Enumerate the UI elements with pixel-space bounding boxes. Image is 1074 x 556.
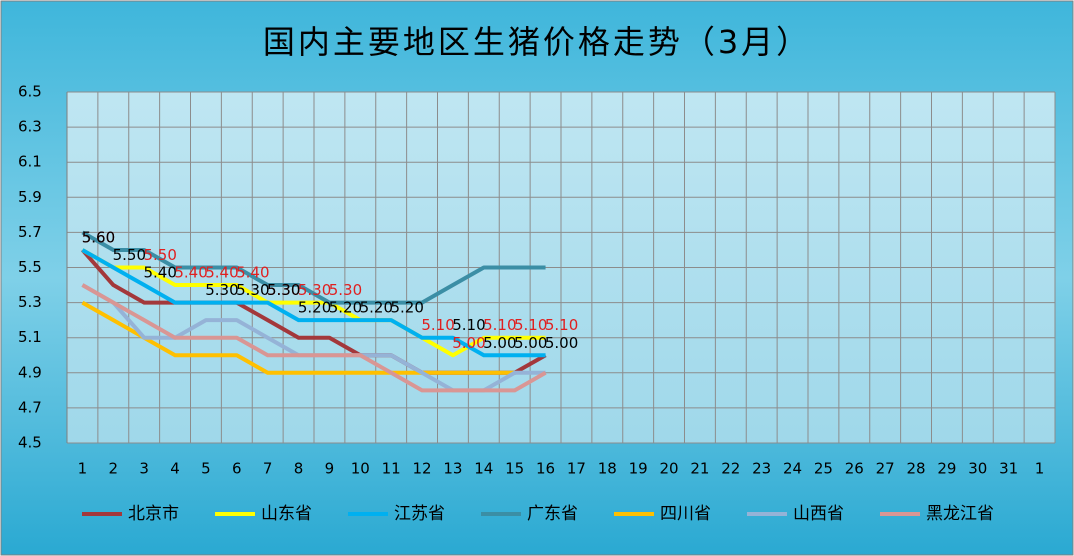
x-tick-label: 8 bbox=[294, 460, 304, 478]
legend-label: 黑龙江省 bbox=[926, 504, 994, 524]
x-tick-label: 28 bbox=[907, 460, 926, 478]
x-tick-label: 31 bbox=[999, 460, 1018, 478]
data-label: 5.30 bbox=[298, 281, 331, 299]
x-tick-label: 1 bbox=[78, 460, 88, 478]
y-tick-label: 6.3 bbox=[18, 118, 42, 136]
chart-title: 国内主要地区生猪价格走势（3月） bbox=[263, 23, 811, 61]
data-label: 5.10 bbox=[545, 316, 578, 334]
legend-label: 江苏省 bbox=[394, 504, 445, 524]
x-tick-label: 3 bbox=[139, 460, 149, 478]
x-tick-label: 26 bbox=[845, 460, 864, 478]
legend-label: 山西省 bbox=[793, 504, 844, 524]
y-tick-label: 5.3 bbox=[18, 293, 42, 311]
y-tick-label: 5.9 bbox=[18, 188, 42, 206]
x-tick-label: 27 bbox=[876, 460, 895, 478]
x-tick-label: 23 bbox=[752, 460, 771, 478]
x-tick-label: 10 bbox=[351, 460, 370, 478]
data-label: 5.40 bbox=[236, 264, 269, 282]
data-label: 5.50 bbox=[113, 246, 146, 264]
data-label: 5.00 bbox=[452, 334, 485, 352]
y-tick-label: 4.9 bbox=[18, 363, 42, 381]
data-label: 5.20 bbox=[329, 299, 362, 317]
x-tick-label: 22 bbox=[721, 460, 740, 478]
data-label: 5.10 bbox=[514, 316, 547, 334]
grid: 4.54.74.95.15.35.55.75.96.16.36.51 2 3 4 5 6 7… bbox=[18, 83, 1056, 478]
data-label: 5.00 bbox=[545, 334, 578, 352]
legend-label: 北京市 bbox=[128, 504, 179, 524]
lines bbox=[80, 230, 547, 393]
y-tick-label: 6.5 bbox=[18, 83, 42, 101]
series-line bbox=[81, 248, 546, 358]
x-tick-label: 1 bbox=[1035, 460, 1045, 478]
data-label: 5.20 bbox=[390, 299, 423, 317]
x-tick-label: 13 bbox=[443, 460, 462, 478]
labels: 5.605.505.405.405.405.305.305.305.105.00… bbox=[82, 228, 994, 524]
data-label: 5.50 bbox=[143, 246, 176, 264]
x-tick-label: 18 bbox=[598, 460, 617, 478]
data-label: 5.20 bbox=[298, 299, 331, 317]
data-label: 5.30 bbox=[267, 281, 300, 299]
x-tick-label: 20 bbox=[660, 460, 679, 478]
series-line bbox=[81, 283, 547, 393]
data-label: 5.40 bbox=[205, 264, 238, 282]
x-tick-label: 21 bbox=[690, 460, 709, 478]
y-tick-label: 5.7 bbox=[18, 223, 42, 241]
legend-label: 山东省 bbox=[261, 504, 312, 524]
x-tick-label: 16 bbox=[536, 460, 555, 478]
data-label: 5.00 bbox=[514, 334, 547, 352]
y-tick-label: 6.1 bbox=[18, 153, 42, 171]
data-label: 5.00 bbox=[483, 334, 516, 352]
data-label: 5.60 bbox=[82, 228, 115, 246]
series-line bbox=[81, 300, 515, 375]
data-label: 5.30 bbox=[329, 281, 362, 299]
x-tick-label: 7 bbox=[263, 460, 273, 478]
y-tick-label: 4.5 bbox=[18, 434, 42, 452]
y-tick-label: 4.7 bbox=[18, 398, 42, 416]
data-label: 5.30 bbox=[267, 281, 300, 299]
y-tick-label: 5.1 bbox=[18, 328, 42, 346]
data-label: 5.40 bbox=[143, 264, 176, 282]
data-label: 5.10 bbox=[452, 316, 485, 334]
x-tick-label: 9 bbox=[325, 460, 335, 478]
x-tick-label: 25 bbox=[814, 460, 833, 478]
x-tick-label: 17 bbox=[567, 460, 586, 478]
data-label: 5.20 bbox=[360, 299, 393, 317]
x-tick-label: 29 bbox=[937, 460, 956, 478]
series-line bbox=[81, 230, 546, 305]
x-tick-label: 12 bbox=[413, 460, 432, 478]
x-tick-label: 15 bbox=[505, 460, 524, 478]
x-tick-label: 6 bbox=[232, 460, 242, 478]
x-tick-label: 19 bbox=[629, 460, 648, 478]
x-tick-label: 4 bbox=[170, 460, 180, 478]
data-label: 5.30 bbox=[236, 281, 269, 299]
data-label: 5.30 bbox=[205, 281, 238, 299]
data-label: 5.40 bbox=[174, 264, 207, 282]
data-label: 5.60 bbox=[82, 228, 115, 246]
x-tick-label: 11 bbox=[382, 460, 401, 478]
x-tick-label: 24 bbox=[783, 460, 802, 478]
y-tick-label: 5.5 bbox=[18, 258, 42, 276]
x-tick-label: 2 bbox=[109, 460, 119, 478]
data-label: 5.10 bbox=[421, 316, 454, 334]
legend-label: 四川省 bbox=[660, 504, 711, 524]
x-tick-label: 5 bbox=[201, 460, 211, 478]
data-label: 5.10 bbox=[483, 316, 516, 334]
legend-label: 广东省 bbox=[527, 504, 578, 524]
x-tick-label: 14 bbox=[474, 460, 493, 478]
x-tick-label: 30 bbox=[968, 460, 987, 478]
